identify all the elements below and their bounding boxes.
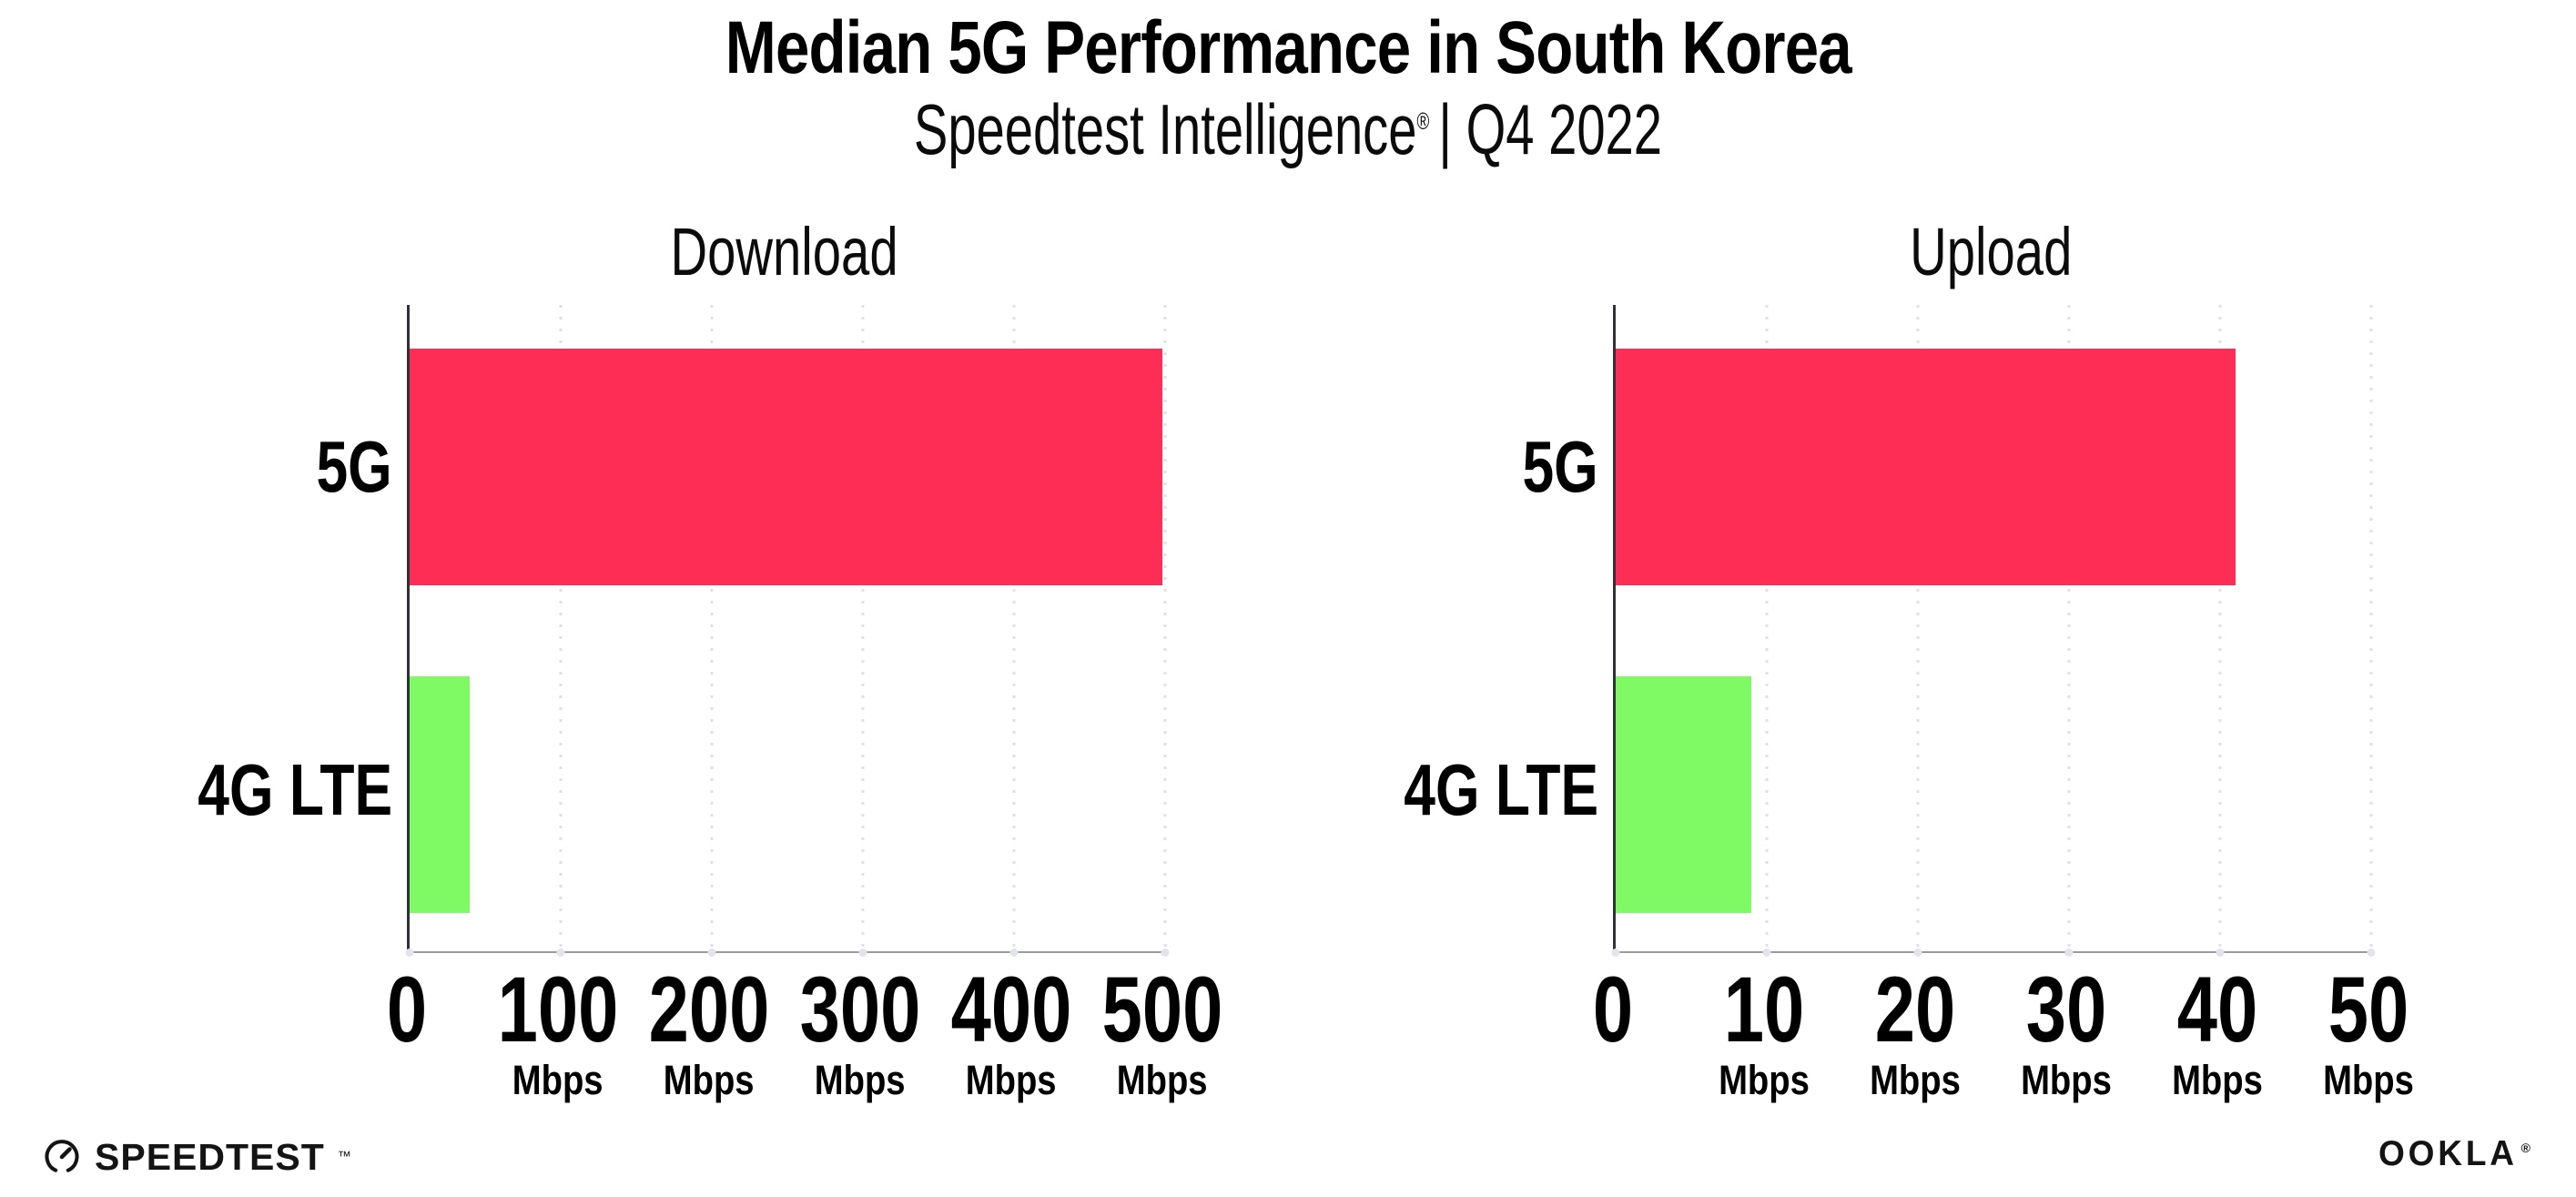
x-tick: 40 Mbps: [2172, 958, 2263, 1103]
x-tick: 400 Mbps: [950, 958, 1072, 1103]
subtitle-period: | Q4 2022: [1438, 89, 1663, 169]
subtitle-brand: Speedtest Intelligence: [913, 89, 1417, 169]
ookla-logo: OOKLA ®: [2375, 1136, 2530, 1172]
download-x-axis-ticks: 0 100 Mbps 200 Mbps 300 Mbps 400 Mbps 50…: [387, 958, 1222, 1154]
axis-tick-dot: [858, 948, 867, 957]
x-tick: 20 Mbps: [1870, 958, 1961, 1103]
gridline-50: [2369, 305, 2373, 951]
axis-tick-dot: [2216, 948, 2225, 957]
category-label-4g-lte: 4G LTE: [198, 748, 392, 830]
gridline-10: [1765, 305, 1769, 951]
gridline-40: [2218, 305, 2222, 951]
ookla-wordmark: OOKLA: [2378, 1134, 2518, 1173]
upload-chart: Upload 5G 4G LTE: [1302, 214, 2414, 1183]
page-title: Median 5G Performance in South Korea: [725, 6, 1851, 89]
gridline-30: [2067, 305, 2071, 951]
gridline-200: [710, 305, 714, 951]
gridline-100: [559, 305, 563, 951]
gridline-20: [1916, 305, 1920, 951]
x-tick: 50 Mbps: [2323, 958, 2414, 1103]
upload-category-labels: 5G 4G LTE: [1302, 305, 1602, 951]
category-label-5g: 5G: [316, 425, 392, 507]
axis-tick-dot: [1913, 948, 1922, 957]
axis-tick-dot: [1611, 948, 1620, 957]
download-chart-title: Download: [670, 214, 899, 289]
download-chart: Download 5G 4G LTE: [96, 214, 1222, 1183]
upload-x-axis-ticks: 0 10 Mbps 20 Mbps 30 Mbps 40 Mbps 50 Mbp…: [1593, 958, 2414, 1154]
bar-4g-lte-upload: [1616, 676, 1752, 913]
axis-tick-dot: [2367, 948, 2376, 957]
gridline-500: [1163, 305, 1167, 951]
registered-trademark-symbol: ®: [1416, 107, 1430, 135]
x-tick: 30 Mbps: [2021, 958, 2112, 1103]
category-label-5g: 5G: [1522, 425, 1598, 507]
axis-tick-dot: [1161, 948, 1170, 957]
download-category-labels: 5G 4G LTE: [96, 305, 396, 951]
axis-tick-dot: [405, 948, 414, 957]
category-label-4g-lte: 4G LTE: [1404, 748, 1598, 830]
x-tick: 10 Mbps: [1719, 958, 1810, 1103]
bar-5g-upload: [1616, 349, 2236, 585]
upload-chart-title: Upload: [1909, 214, 2073, 289]
download-plot-area: [405, 305, 1170, 957]
speedtest-wordmark: SPEEDTEST: [95, 1135, 325, 1178]
axis-tick-dot: [1009, 948, 1019, 957]
x-tick: 0: [1592, 958, 1634, 1061]
x-tick: 300 Mbps: [799, 958, 921, 1103]
x-tick: 0: [386, 958, 428, 1061]
bar-4g-lte-download: [410, 676, 471, 913]
speedtest-gauge-icon: [42, 1137, 82, 1177]
axis-tick-dot: [556, 948, 565, 957]
gridline-400: [1012, 305, 1016, 951]
x-tick: 100 Mbps: [497, 958, 619, 1103]
axis-tick-dot: [2064, 948, 2074, 957]
page-subtitle: Speedtest Intelligence® | Q4 2022: [0, 92, 2576, 167]
gridline-300: [861, 305, 865, 951]
axis-tick-dot: [707, 948, 716, 957]
x-tick: 500 Mbps: [1101, 958, 1223, 1103]
x-tick: 200 Mbps: [648, 958, 770, 1103]
axis-tick-dot: [1762, 948, 1771, 957]
upload-plot-area: [1611, 305, 2376, 957]
speedtest-logo: SPEEDTEST ™: [42, 1137, 351, 1177]
ookla-registered-symbol: ®: [2520, 1141, 2530, 1155]
bar-5g-download: [410, 349, 1162, 585]
